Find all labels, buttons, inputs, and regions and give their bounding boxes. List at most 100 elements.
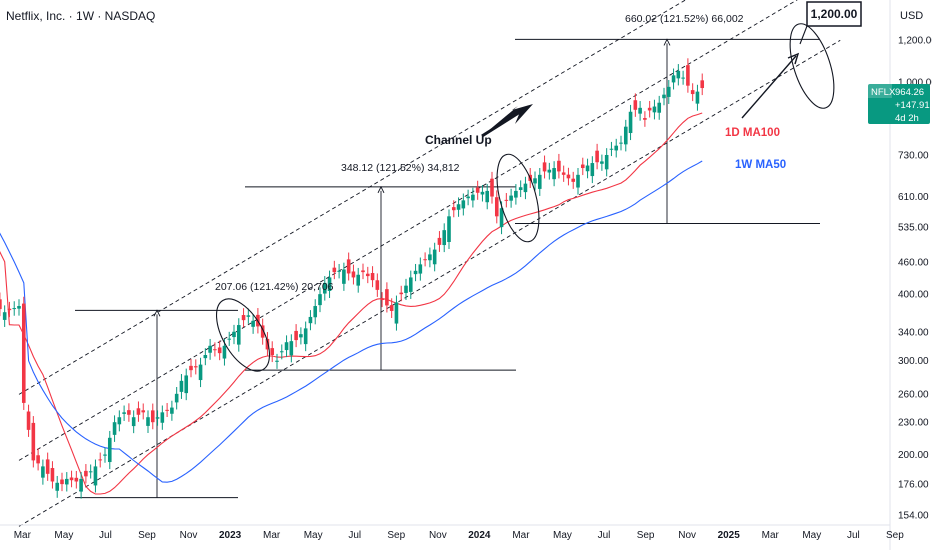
candle-body [480, 191, 485, 195]
price-tag-box [868, 84, 930, 124]
candle-body [485, 190, 490, 203]
candle-body [552, 168, 556, 180]
target-arrow-head [787, 52, 800, 65]
time-tick-label: Jul [348, 530, 361, 541]
candle-body [299, 334, 303, 338]
candle-body [609, 148, 614, 150]
candle-body [604, 154, 609, 170]
candle-body [471, 194, 475, 201]
measure-label-3: 660.02 (121.52%) 66,002 [625, 13, 744, 25]
candle-body [547, 169, 552, 173]
candle-body [112, 422, 117, 435]
time-tick-label: May [802, 530, 821, 541]
target-connector [799, 25, 808, 45]
candle-body [198, 364, 203, 381]
candle-body [174, 393, 179, 403]
candle-body [74, 477, 79, 482]
price-tick-label: 340.00 [898, 327, 929, 338]
candle-body [7, 308, 12, 311]
candle-body [17, 306, 21, 309]
time-tick-label: Jul [99, 530, 112, 541]
candle-body [165, 409, 169, 411]
ellipse-marker [789, 23, 835, 109]
candle-body [686, 65, 690, 86]
price-tick-label: 176.00 [898, 480, 929, 491]
candle-body [322, 282, 327, 294]
candle-body [246, 315, 251, 317]
currency-label: USD [900, 10, 924, 22]
annotations: 207.06 (121.42%) 20,706 348.12 (121.52%)… [215, 1, 862, 293]
price-tick-label: 1,000.00 [898, 78, 932, 89]
candle-body [389, 305, 394, 311]
candle-body [117, 417, 122, 425]
candle-body [437, 237, 442, 245]
candle-body [189, 365, 193, 371]
time-tick-label: Mar [512, 530, 530, 541]
candle-body [208, 345, 212, 353]
candle-body [0, 299, 2, 310]
ellipse-marker [215, 298, 271, 372]
price-tick-label: 730.00 [898, 150, 929, 161]
measure-label-1: 207.06 (121.42%) 20,706 [215, 281, 334, 293]
candle-body [127, 410, 131, 415]
candle-body [337, 270, 341, 272]
channel-line [18, 0, 798, 461]
candle-body [475, 187, 480, 193]
price-tick-label: 300.00 [898, 356, 929, 367]
candle-body [580, 164, 585, 169]
measure-arrow-head [377, 185, 385, 194]
candle-body [404, 285, 408, 293]
candle-body [318, 294, 322, 306]
candle-body [413, 270, 418, 275]
candle-body [122, 412, 126, 414]
candle-body [150, 410, 155, 423]
time-tick-label: May [553, 530, 572, 541]
candle-body [619, 142, 623, 144]
candle-body [327, 277, 332, 291]
candle-body [380, 298, 384, 301]
candle-body [69, 477, 74, 481]
candle-body [31, 422, 36, 461]
time-tick-label: Sep [637, 530, 655, 541]
candle-body [303, 328, 308, 345]
measure-tools [75, 38, 820, 499]
candle-body [456, 204, 461, 210]
candle-body [662, 94, 666, 99]
candle-body [681, 77, 685, 79]
candle-body [643, 118, 647, 120]
candle-body [279, 351, 284, 353]
channel-line [18, 0, 687, 395]
candle-body [509, 195, 513, 201]
candle-body [342, 269, 346, 284]
candle-body [131, 417, 136, 427]
candle-body [222, 345, 227, 359]
candle-body [418, 264, 423, 274]
candle-body [394, 302, 399, 324]
candle-body [241, 315, 246, 321]
candle-body [542, 162, 547, 172]
candle-body [313, 306, 318, 318]
candle-body [351, 271, 356, 278]
price-tick-label: 260.00 [898, 389, 929, 400]
time-tick-label: Mar [263, 530, 281, 541]
candle-body [217, 347, 222, 354]
ellipse-drawings [215, 23, 835, 372]
price-tag-change: +147.91% [895, 100, 932, 111]
measure-arrow-head [663, 38, 671, 46]
candle-body [213, 349, 217, 351]
candle-body [499, 208, 504, 228]
candle-body [146, 417, 150, 426]
candle-body [533, 178, 537, 184]
candle-body [60, 479, 64, 485]
candle-body [45, 459, 50, 474]
candle-body [284, 342, 289, 351]
target-box [806, 1, 862, 27]
measure-label-2: 348.12 (121.52%) 34,812 [341, 162, 460, 174]
candle-body [590, 163, 595, 177]
candle-body [557, 160, 561, 172]
price-tick-label: 535.00 [898, 222, 929, 233]
candle-body [179, 380, 184, 392]
candle-body [671, 75, 676, 83]
